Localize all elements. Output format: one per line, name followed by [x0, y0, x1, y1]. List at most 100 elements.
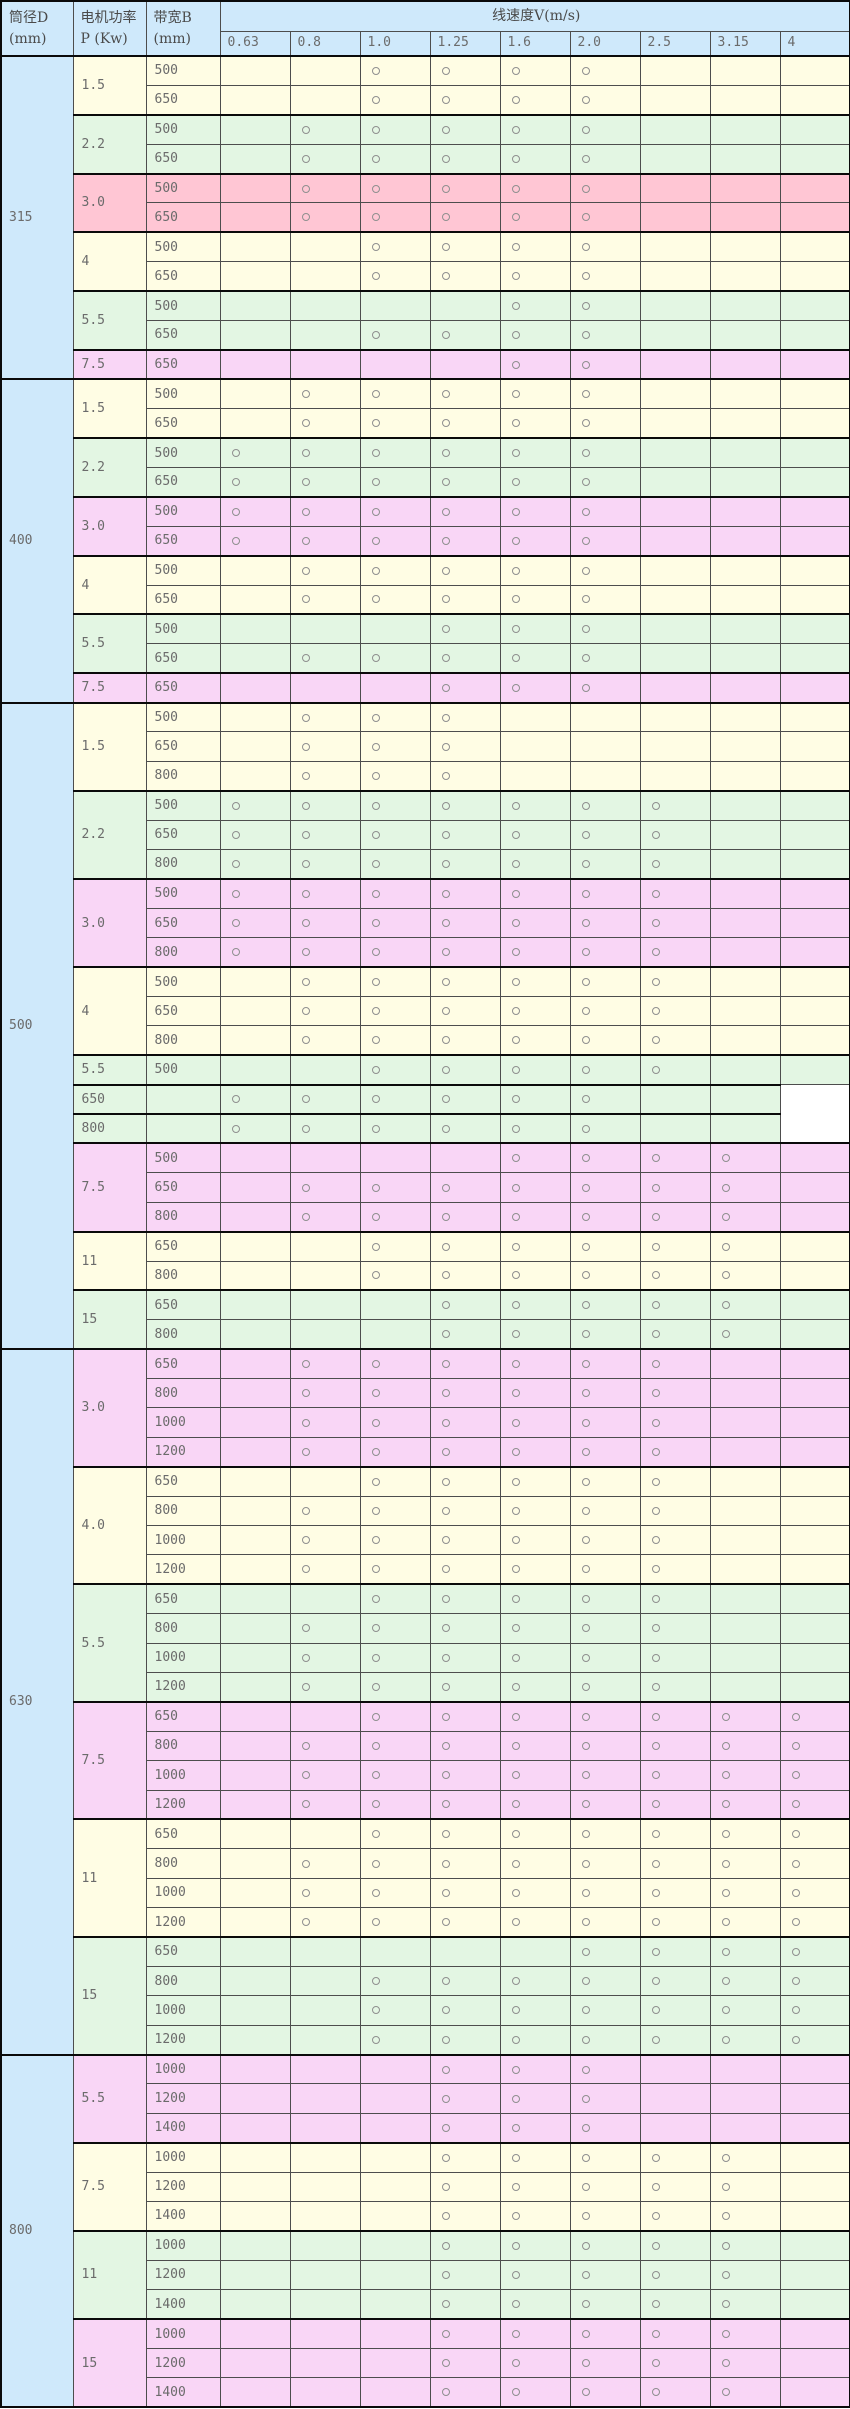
circle-marker [441, 1183, 450, 1192]
circle-marker [581, 566, 590, 575]
speed-cell [429, 1525, 501, 1556]
speed-cell [359, 437, 431, 468]
circle-marker [511, 243, 520, 252]
speed-cell [219, 1730, 291, 1762]
circle-marker [441, 625, 450, 634]
speed-cell [499, 1760, 571, 1791]
speed-cell [219, 995, 291, 1027]
speed-cell [779, 231, 850, 263]
speed-cell [639, 1495, 711, 1527]
speed-cell [359, 1465, 431, 1497]
speed-cell [219, 1554, 291, 1585]
circle-marker [721, 1741, 730, 1750]
speed-cell [639, 495, 711, 527]
circle-marker [441, 536, 450, 545]
speed-cell [499, 760, 571, 792]
speed-cell [289, 584, 361, 615]
circle-marker [371, 1888, 380, 1897]
speed-cell [569, 643, 641, 674]
speed-cell [569, 1730, 641, 1762]
table-row: 1400 [1, 2289, 850, 2320]
speed-cell [569, 789, 641, 821]
speed-cell [429, 760, 501, 792]
circle-marker [581, 536, 590, 545]
circle-marker [441, 1301, 450, 1310]
circle-marker [511, 1682, 520, 1691]
circle-marker [301, 1506, 310, 1515]
circle-marker [441, 2153, 450, 2162]
speed-cell [359, 1436, 431, 1468]
circle-marker [581, 1565, 590, 1574]
circle-marker [511, 1124, 520, 1133]
speed-cell [359, 1142, 431, 1174]
speed-cell [359, 2377, 431, 2408]
circle-marker [511, 154, 520, 163]
circle-marker [371, 1741, 380, 1750]
speed-cell [639, 2112, 711, 2144]
speed-cell [499, 1818, 571, 1850]
speed-cell [639, 877, 711, 909]
speed-cell [429, 1700, 501, 1732]
speed-cell [429, 966, 501, 998]
speed-cell [569, 731, 641, 762]
circle-marker [581, 1330, 590, 1339]
speed-cell [219, 2141, 291, 2173]
circle-marker [371, 449, 380, 458]
speed-cell [709, 643, 781, 674]
speed-cell [709, 2141, 781, 2173]
speed-cell [289, 1848, 361, 1879]
speed-cell [359, 261, 431, 292]
table-row: 1000 [1, 1877, 850, 1909]
speed-cell [219, 525, 291, 557]
speed-cell [429, 849, 501, 880]
speed-cell [499, 1142, 571, 1174]
speed-cell [569, 819, 641, 851]
speed-cell [289, 1730, 361, 1762]
circle-marker [301, 1565, 310, 1574]
speed-cell [429, 2024, 501, 2056]
power-cell: 15 [72, 1936, 147, 2056]
speed-cell [499, 2289, 571, 2320]
speed-cell [709, 937, 781, 968]
bandwidth-cell: 1400 [145, 2201, 221, 2232]
circle-marker [511, 859, 520, 868]
speed-cell [219, 2289, 291, 2320]
speed-cell [709, 466, 781, 498]
speed-cell [429, 1378, 501, 1409]
speed-cell [709, 1789, 781, 1820]
speed-cell [359, 143, 431, 175]
speed-cell [569, 849, 641, 880]
circle-marker [581, 213, 590, 222]
circle-marker [511, 477, 520, 486]
speed-cell [499, 1730, 571, 1762]
speed-cell [569, 966, 641, 998]
speed-cell [429, 995, 501, 1027]
speed-cell [219, 1465, 291, 1497]
speed-cell [219, 1877, 291, 1909]
speed-cell [429, 643, 501, 674]
bandwidth-cell: 650 [145, 143, 221, 175]
speed-cell [779, 2024, 850, 2056]
circle-marker [231, 449, 240, 458]
circle-marker [511, 1977, 520, 1986]
circle-marker [231, 507, 240, 516]
speed-cell [639, 84, 711, 116]
speed-cell [709, 1436, 781, 1468]
speed-cell [289, 2347, 361, 2379]
speed-cell [499, 1319, 571, 1350]
speed-cell [219, 1671, 291, 1703]
circle-marker [441, 1418, 450, 1427]
speed-cell [289, 1260, 361, 1291]
speed-cell [499, 378, 571, 410]
circle-marker [371, 213, 380, 222]
speed-cell [219, 1230, 291, 1262]
circle-marker [441, 125, 450, 134]
bandwidth-cell: 500 [145, 231, 221, 263]
circle-marker [301, 184, 310, 193]
circle-marker [511, 801, 520, 810]
circle-marker [651, 2330, 660, 2339]
speed-cell [219, 613, 291, 645]
speed-cell [219, 231, 291, 263]
table-row: 2.2 500 [1, 437, 850, 498]
